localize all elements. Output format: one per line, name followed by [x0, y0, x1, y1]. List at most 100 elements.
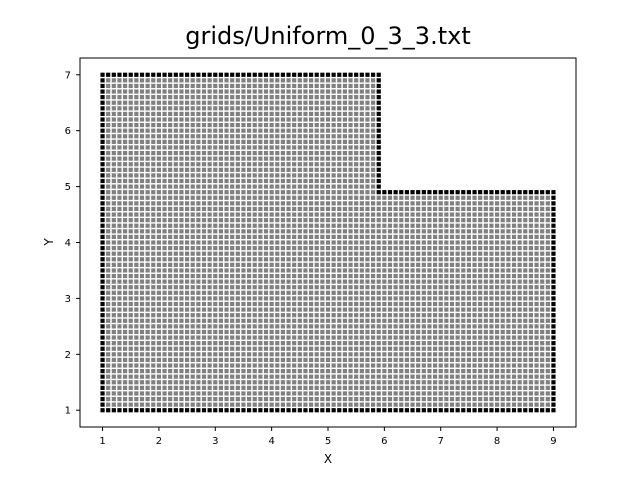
interior-point — [376, 318, 381, 323]
interior-point — [534, 245, 539, 251]
interior-point — [128, 218, 133, 223]
boundary-point — [111, 72, 116, 77]
interior-point — [201, 324, 207, 329]
interior-point — [218, 150, 224, 156]
interior-point — [122, 229, 128, 234]
interior-point — [416, 195, 421, 200]
interior-point — [483, 357, 488, 363]
interior-point — [545, 357, 550, 363]
interior-point — [201, 296, 207, 301]
interior-point — [297, 368, 302, 374]
boundary-point — [100, 173, 105, 178]
interior-point — [382, 218, 387, 223]
interior-point — [134, 201, 139, 206]
interior-point — [523, 251, 528, 256]
interior-point — [117, 167, 122, 172]
interior-point — [500, 341, 505, 346]
interior-point — [320, 95, 325, 100]
interior-point — [213, 218, 218, 223]
interior-point — [263, 100, 269, 105]
interior-point — [399, 374, 404, 379]
interior-point — [258, 145, 263, 150]
interior-point — [134, 329, 139, 335]
interior-point — [511, 257, 517, 262]
interior-point — [128, 134, 133, 139]
interior-point — [472, 223, 477, 228]
boundary-point — [444, 190, 449, 195]
interior-point — [432, 285, 438, 290]
interior-point — [461, 212, 466, 217]
interior-point — [393, 273, 398, 279]
interior-point — [218, 262, 224, 267]
interior-point — [117, 195, 122, 200]
interior-point — [196, 206, 201, 212]
interior-point — [331, 106, 336, 111]
interior-point — [162, 341, 167, 346]
interior-point — [145, 374, 150, 379]
interior-point — [416, 318, 421, 323]
boundary-point — [263, 72, 269, 77]
interior-point — [168, 346, 173, 351]
interior-point — [106, 100, 111, 105]
interior-point — [399, 296, 404, 301]
interior-point — [111, 268, 116, 273]
interior-point — [117, 229, 122, 234]
boundary-point — [100, 296, 105, 301]
interior-point — [168, 162, 173, 167]
interior-point — [427, 374, 432, 379]
interior-point — [258, 391, 263, 396]
interior-point — [258, 111, 263, 117]
interior-point — [280, 380, 286, 385]
interior-point — [162, 279, 167, 284]
interior-point — [308, 173, 314, 178]
interior-point — [218, 251, 224, 256]
interior-point — [213, 139, 218, 144]
interior-point — [156, 262, 162, 267]
interior-point — [489, 279, 494, 284]
interior-point — [540, 396, 545, 402]
interior-point — [348, 83, 353, 89]
interior-point — [370, 111, 376, 117]
boundary-point — [461, 408, 466, 413]
interior-point — [207, 184, 212, 189]
interior-point — [348, 380, 353, 385]
interior-point — [444, 352, 449, 357]
interior-point — [151, 89, 156, 94]
interior-point — [348, 346, 353, 351]
interior-point — [122, 368, 128, 374]
interior-point — [444, 357, 449, 363]
interior-point — [241, 134, 246, 139]
interior-point — [117, 391, 122, 396]
interior-point — [399, 240, 404, 245]
interior-point — [207, 145, 212, 150]
interior-point — [387, 402, 393, 407]
boundary-point — [100, 111, 105, 117]
interior-point — [224, 190, 229, 195]
interior-point — [122, 245, 128, 251]
interior-point — [246, 329, 252, 335]
interior-point — [365, 122, 370, 128]
interior-point — [342, 178, 348, 184]
interior-point — [438, 273, 443, 279]
interior-point — [292, 184, 297, 189]
interior-point — [303, 139, 308, 144]
interior-point — [387, 335, 393, 340]
interior-point — [139, 134, 145, 139]
interior-point — [308, 245, 314, 251]
interior-point — [168, 279, 173, 284]
interior-point — [213, 145, 218, 150]
interior-point — [489, 368, 494, 374]
boundary-point — [387, 408, 393, 413]
interior-point — [545, 201, 550, 206]
interior-point — [365, 162, 370, 167]
interior-point — [168, 117, 173, 122]
interior-point — [297, 251, 302, 256]
interior-point — [466, 380, 472, 385]
boundary-point — [100, 402, 105, 407]
interior-point — [292, 167, 297, 172]
interior-point — [438, 352, 443, 357]
interior-point — [472, 268, 477, 273]
interior-point — [235, 206, 240, 212]
interior-point — [517, 223, 522, 228]
interior-point — [303, 273, 308, 279]
